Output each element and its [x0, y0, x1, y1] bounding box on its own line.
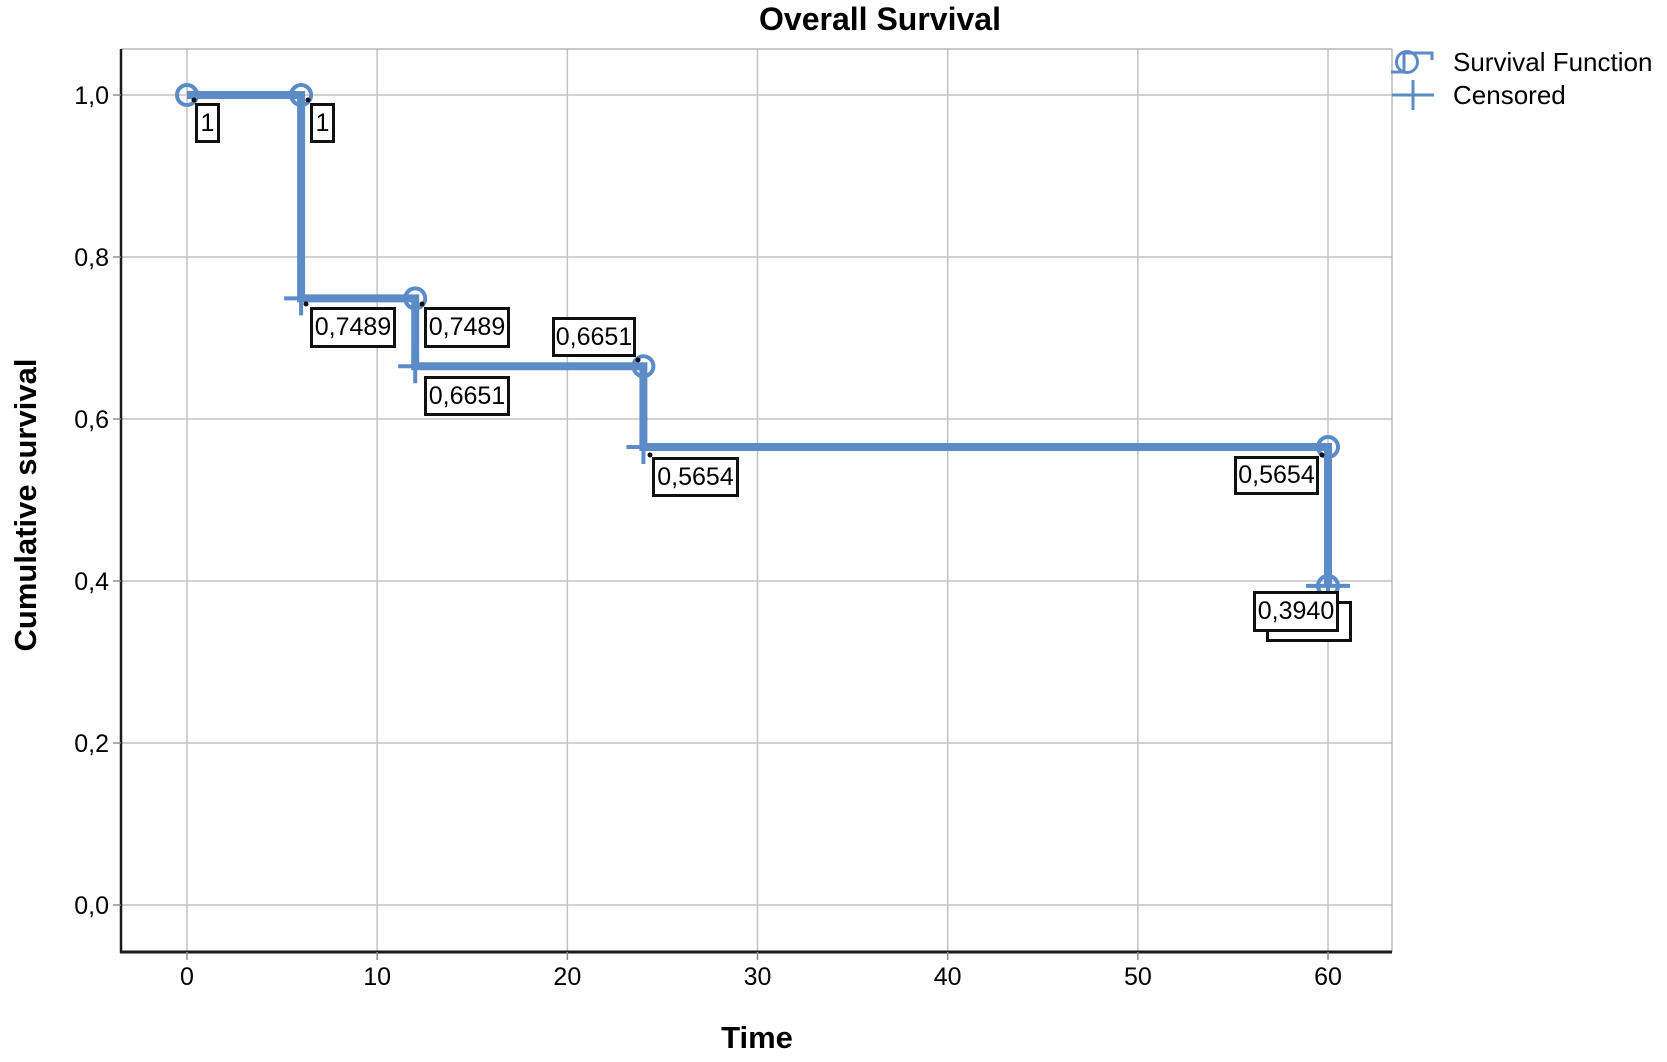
legend-label: Survival Function	[1453, 46, 1653, 77]
x-tick-label: 20	[553, 963, 581, 991]
event-markers	[175, 83, 1341, 598]
x-axis-title: Time	[721, 1020, 793, 1055]
y-tick-label: 0,6	[74, 406, 109, 434]
x-tick-label: 30	[744, 963, 772, 991]
legend-label: Censored	[1453, 79, 1566, 110]
x-tick-label: 10	[363, 963, 391, 991]
y-axis-ticks: 0,0 0,2 0,4 0,6 0,8 1,0	[74, 82, 121, 920]
y-tick-label: 0,0	[74, 892, 109, 920]
y-tick-label: 0,4	[74, 568, 109, 596]
legend: Survival Function Censored	[1390, 46, 1652, 111]
y-tick-label: 0,8	[74, 244, 109, 272]
x-axis-ticks: 0 10 20 30 40 50 60	[180, 952, 1342, 991]
vertical-gridlines	[186, 49, 1329, 952]
censored-markers	[284, 281, 1351, 603]
label-leader-dots	[191, 97, 1336, 599]
legend-entry-survival-function: Survival Function	[1390, 46, 1652, 78]
x-tick-label: 40	[934, 963, 962, 991]
x-tick-label: 0	[180, 963, 194, 991]
step-circle-icon	[1391, 50, 1434, 74]
legend-entry-censored: Censored	[1390, 79, 1652, 111]
y-tick-label: 1,0	[74, 82, 109, 110]
x-tick-label: 60	[1314, 963, 1342, 991]
chart-title: Overall Survival	[759, 1, 1001, 37]
horizontal-gridlines	[121, 94, 1392, 906]
x-tick-label: 50	[1124, 963, 1152, 991]
plot-frame	[119, 48, 1393, 954]
y-axis-title: Cumulative survival	[8, 358, 43, 652]
y-tick-label: 0,2	[74, 730, 109, 758]
plus-icon	[1392, 80, 1434, 110]
